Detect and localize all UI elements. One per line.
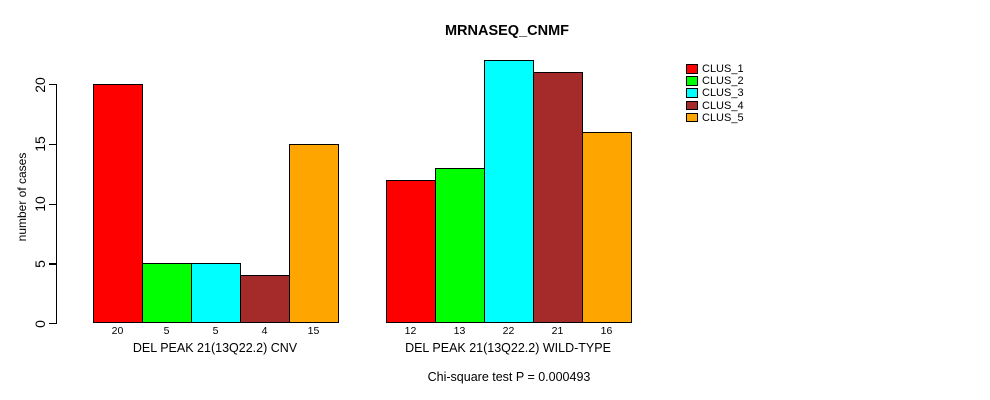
y-tick-label: 0 — [32, 319, 48, 328]
bar-value-label: 12 — [404, 325, 417, 337]
y-axis-tick — [49, 84, 56, 86]
legend-item-clus_2: CLUS_2 — [686, 75, 756, 87]
legend-label: CLUS_1 — [702, 63, 744, 75]
legend-item-clus_4: CLUS_4 — [686, 100, 756, 112]
legend-swatch-clus_4 — [686, 100, 698, 111]
bar-clus_4 — [533, 72, 583, 323]
y-tick-label: 15 — [32, 136, 48, 153]
legend-swatch-clus_2 — [686, 76, 698, 86]
y-axis-line — [56, 84, 58, 324]
y-axis-tick — [49, 143, 56, 146]
y-tick-label: 5 — [32, 259, 48, 268]
y-tick-label: 20 — [32, 76, 48, 93]
bar-value-label: 20 — [111, 325, 124, 337]
bar-value-label: 4 — [261, 325, 268, 337]
y-axis-label: number of cases — [15, 152, 29, 242]
bar-value-label: 13 — [453, 325, 466, 337]
y-axis-tick — [49, 203, 56, 205]
bar-clus_5 — [582, 132, 632, 323]
legend-swatch-clus_1 — [686, 64, 698, 74]
chart-title: MRNASEQ_CNMF — [444, 23, 570, 39]
legend-label: CLUS_5 — [702, 111, 744, 124]
bar-value-label: 21 — [551, 325, 564, 337]
bar-value-label: 16 — [600, 325, 613, 337]
bar-clus_4 — [240, 275, 290, 323]
bar-clus_1 — [386, 180, 436, 323]
bar-value-label: 5 — [163, 325, 170, 337]
legend-swatch-clus_3 — [686, 88, 698, 98]
legend-label: CLUS_4 — [702, 99, 744, 112]
y-axis-tick — [49, 263, 56, 265]
bar-clus_3 — [191, 263, 241, 323]
bar-clus_1 — [93, 84, 143, 323]
legend-item-clus_5: CLUS_5 — [686, 112, 756, 124]
bar-value-label: 5 — [212, 325, 219, 337]
legend-item-clus_3: CLUS_3 — [686, 87, 756, 99]
x-group-label-cnv: DEL PEAK 21(13Q22.2) CNV — [132, 341, 298, 355]
x-group-label-wildtype: DEL PEAK 21(13Q22.2) WILD-TYPE — [405, 341, 611, 355]
bar-value-label: 15 — [307, 325, 320, 337]
y-tick-label: 10 — [32, 196, 48, 212]
legend-swatch-clus_5 — [686, 112, 698, 123]
bar-clus_3 — [484, 60, 534, 323]
legend-label: CLUS_3 — [702, 87, 744, 100]
bar-clus_2 — [142, 263, 192, 323]
bar-clus_2 — [435, 168, 485, 323]
bar-clus_5 — [289, 144, 339, 323]
legend-label: CLUS_2 — [702, 75, 744, 88]
y-axis-tick — [49, 323, 56, 325]
bar-value-label: 22 — [502, 325, 515, 337]
legend-item-clus_1: CLUS_1 — [686, 63, 756, 75]
chi-square-annotation: Chi-square test P = 0.000493 — [427, 370, 591, 384]
